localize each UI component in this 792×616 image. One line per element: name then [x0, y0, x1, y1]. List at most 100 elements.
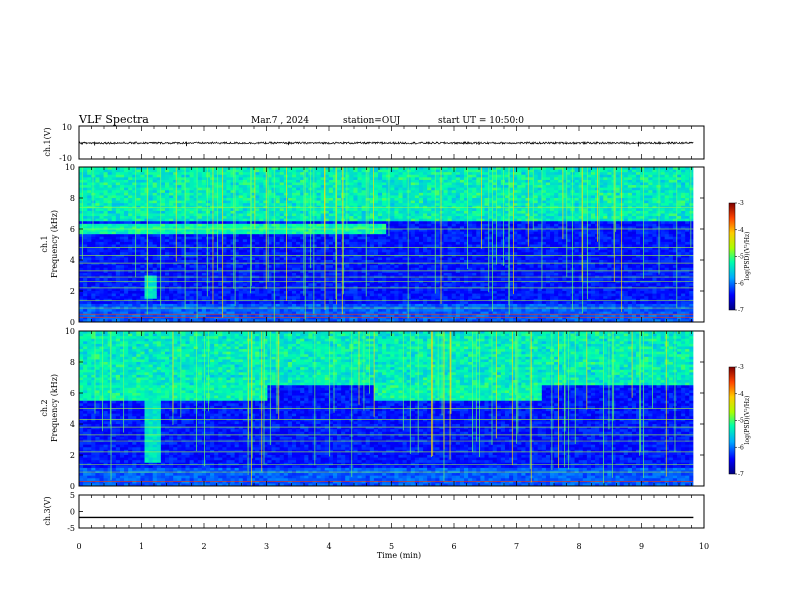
spectrogram-cell	[87, 294, 92, 297]
spectrogram-cell	[87, 314, 92, 317]
spectrogram-cell	[87, 208, 92, 211]
spectrogram-cell	[280, 268, 285, 271]
spectrogram-cell	[349, 301, 354, 304]
spectrogram-cell	[292, 177, 297, 180]
spectrogram-cell	[153, 245, 158, 248]
spectrogram-cell	[390, 304, 395, 307]
spectrogram-cell	[206, 314, 211, 317]
spectrogram-cell	[247, 301, 252, 304]
spectrogram-cell	[337, 214, 342, 217]
spectrogram-cell	[132, 170, 137, 173]
spectrogram-cell	[214, 260, 219, 263]
spectrogram-cell	[272, 170, 277, 173]
spectrogram-cell	[132, 242, 137, 245]
spectrogram-cell	[91, 177, 96, 180]
spectrogram-cell	[259, 242, 264, 245]
spectrogram-cell	[247, 304, 252, 307]
spectrogram-cell	[390, 237, 395, 240]
spectrogram-cell	[382, 242, 387, 245]
spectrogram-cell	[358, 195, 363, 198]
spectrogram-cell	[255, 208, 260, 211]
spectrogram-cell	[407, 239, 412, 242]
spectrogram-cell	[214, 294, 219, 297]
spectrogram-cell	[382, 219, 387, 222]
spectrogram-cell	[79, 245, 84, 248]
spectrogram-cell	[104, 281, 109, 284]
spectrogram-cell	[280, 170, 285, 173]
spectrogram-cell	[108, 221, 113, 224]
spectrogram-cell	[185, 281, 190, 284]
spectrogram-cell	[362, 281, 367, 284]
spectrogram-cell	[226, 185, 231, 188]
spectrogram-cell	[398, 286, 403, 289]
spectrogram-cell	[358, 214, 363, 217]
spectrogram-cell	[169, 183, 174, 186]
spectrogram-cell	[407, 229, 412, 232]
spectrogram-cell	[394, 301, 399, 304]
spectrogram-cell	[161, 234, 166, 237]
spectrogram-cell	[312, 234, 317, 237]
spectrogram-cell	[403, 177, 408, 180]
spectrogram-cell	[276, 183, 281, 186]
spectrogram-cell	[243, 221, 248, 224]
spectrogram-cell	[362, 219, 367, 222]
spectrogram-cell	[259, 278, 264, 281]
spectrogram-cell	[312, 190, 317, 193]
spectrogram-cell	[87, 170, 92, 173]
spectrogram-cell	[345, 291, 350, 294]
spectrogram-cell	[185, 309, 190, 312]
spectrogram-cell	[263, 180, 268, 183]
spectrogram-cell	[358, 211, 363, 214]
spectrogram-cell	[345, 216, 350, 219]
spectrogram-cell	[128, 219, 133, 222]
spectrogram-cell	[79, 219, 84, 222]
spectrogram-cell	[370, 239, 375, 242]
spectrogram-cell	[403, 221, 408, 224]
spectrogram-cell	[317, 180, 322, 183]
spectrogram-cell	[317, 175, 322, 178]
spectrogram-cell	[161, 229, 166, 232]
spectrogram-cell	[120, 180, 125, 183]
spectrogram-cell	[104, 170, 109, 173]
spectrogram-cell	[218, 239, 223, 242]
spectrogram-cell	[153, 234, 158, 237]
spectrogram-cell	[415, 252, 420, 255]
spectrogram-cell	[255, 198, 260, 201]
spectrogram-cell	[206, 245, 211, 248]
spectrogram-cell	[202, 294, 207, 297]
spectrogram-cell	[104, 211, 109, 214]
spectrogram-cell	[145, 257, 150, 260]
spectrogram-cell	[337, 219, 342, 222]
spectrogram-cell	[190, 221, 195, 224]
spectrogram-cell	[136, 296, 141, 299]
spectrogram-cell	[411, 188, 416, 191]
spectrogram-cell	[79, 183, 84, 186]
spectrogram-cell	[116, 177, 121, 180]
spectrogram-cell	[149, 309, 154, 312]
spectrogram-cell	[161, 257, 166, 260]
spectrogram-cell	[95, 294, 100, 297]
spectrogram-cell	[398, 221, 403, 224]
spectrogram-cell	[378, 301, 383, 304]
spectrogram-cell	[403, 304, 408, 307]
spectrogram-cell	[386, 296, 391, 299]
spectrogram-cell	[153, 216, 158, 219]
spectrogram-cell	[165, 304, 170, 307]
spectrogram-cell	[140, 229, 145, 232]
spectrogram-cell	[329, 304, 334, 307]
spectrogram-cell	[116, 229, 121, 232]
spectrogram-cell	[91, 224, 96, 227]
spectrogram-cell	[374, 216, 379, 219]
spectrogram-cell	[280, 286, 285, 289]
spectrogram-cell	[259, 291, 264, 294]
spectrogram-cell	[83, 314, 88, 317]
spectrogram-cell	[210, 214, 215, 217]
spectrogram-cell	[308, 288, 313, 291]
spectrogram-cell	[415, 301, 420, 304]
spectrogram-cell	[272, 242, 277, 245]
spectrogram-cell	[263, 216, 268, 219]
spectrogram-cell	[145, 273, 150, 276]
spectrogram-cell	[120, 301, 125, 304]
spectrogram-cell	[169, 283, 174, 286]
spectrogram-cell	[386, 283, 391, 286]
